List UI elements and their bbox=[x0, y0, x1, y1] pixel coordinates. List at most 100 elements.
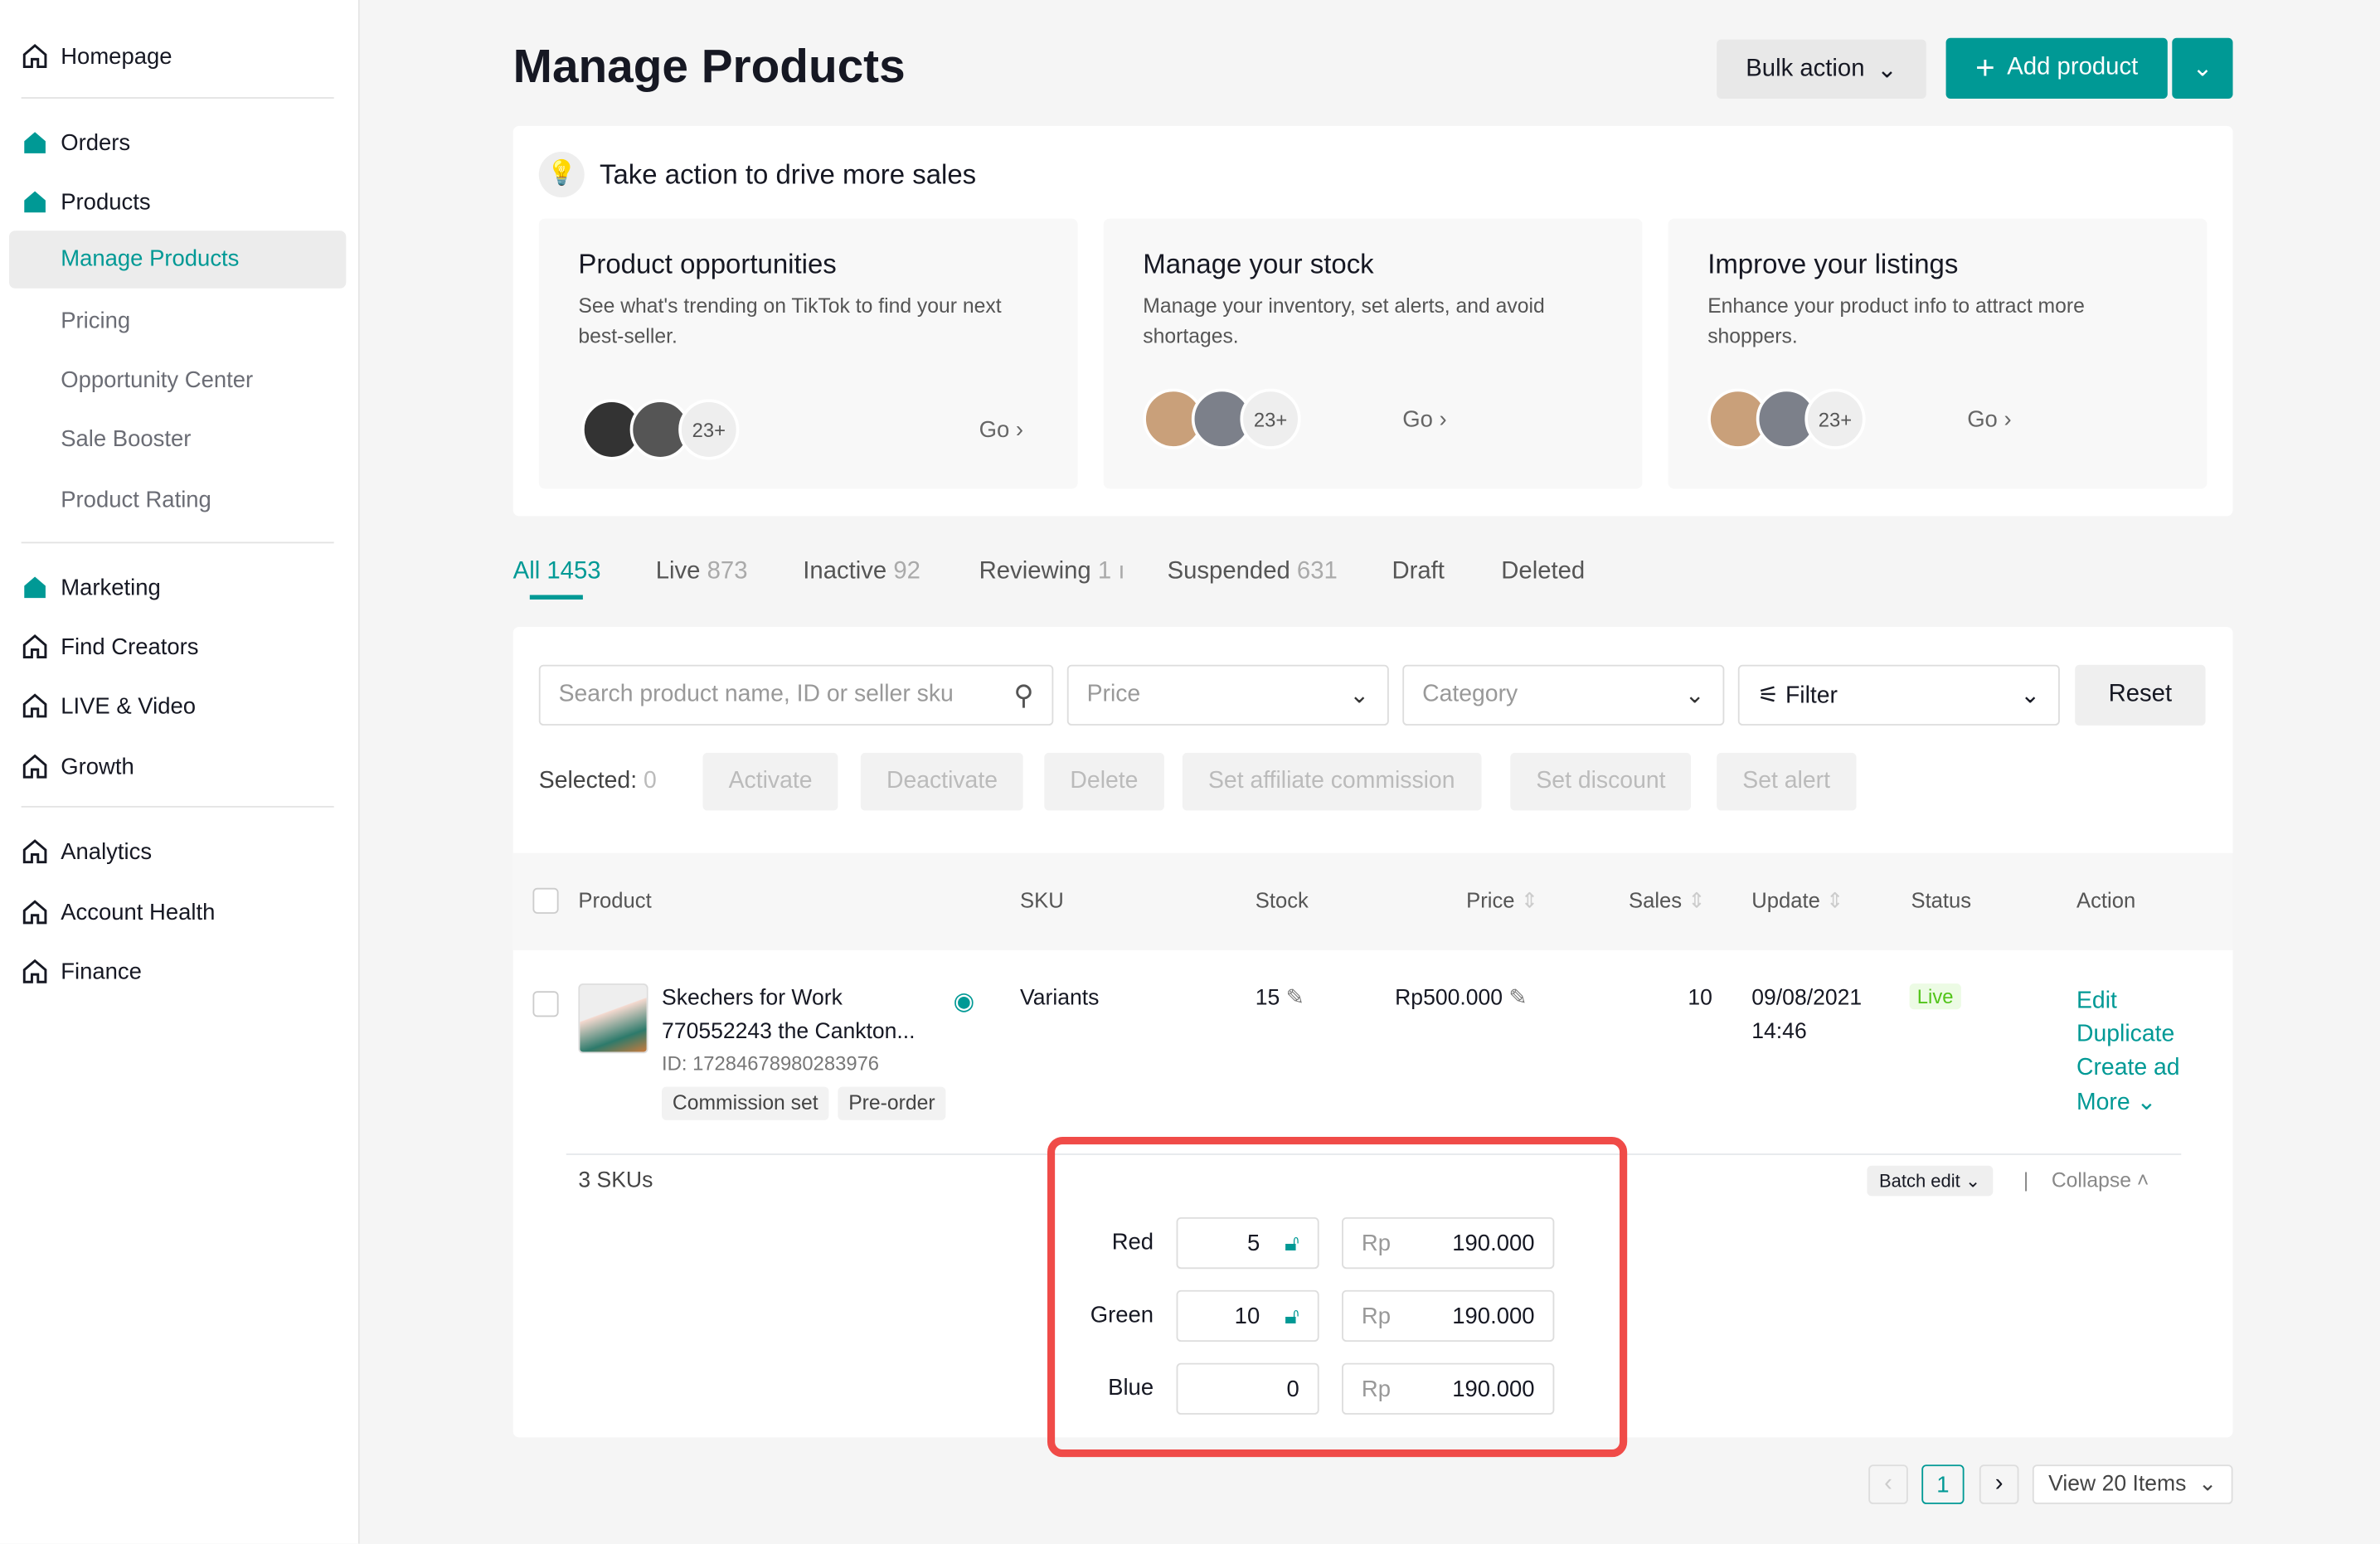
sidebar-item-homepage[interactable]: Homepage bbox=[22, 41, 172, 71]
card-product-opportunities[interactable]: Product opportunities See what's trendin… bbox=[538, 218, 1078, 489]
label: Homepage bbox=[61, 43, 172, 70]
finance-icon bbox=[22, 959, 47, 983]
select-all-checkbox[interactable] bbox=[532, 887, 559, 914]
variant-stock-input[interactable]: 0 bbox=[1176, 1362, 1319, 1415]
add-product-button[interactable]: + Add product bbox=[1945, 37, 2168, 99]
tab-all[interactable]: All 1453 bbox=[512, 558, 601, 585]
plus-icon: + bbox=[1975, 48, 1995, 87]
analytics-icon bbox=[22, 839, 47, 864]
eye-icon[interactable]: ◉ bbox=[953, 989, 975, 1016]
reset-button[interactable]: Reset bbox=[2075, 664, 2206, 726]
card-desc: See what's trending on TikTok to find yo… bbox=[578, 294, 1002, 348]
sidebar-sub-product-rating[interactable]: Product Rating bbox=[61, 487, 211, 513]
go-link[interactable]: Go › bbox=[1402, 406, 1447, 433]
go-link[interactable]: Go › bbox=[979, 417, 1024, 444]
product-name-line2[interactable]: 770552243 the Cankton... bbox=[662, 1020, 916, 1045]
sidebar-item-account-health[interactable]: Account Health bbox=[22, 897, 216, 928]
header-sku: SKU bbox=[1020, 887, 1064, 913]
set-alert-button[interactable]: Set alert bbox=[1717, 752, 1857, 811]
label: Category bbox=[1422, 681, 1518, 707]
variant-stock-input[interactable]: 5 🔓︎ bbox=[1176, 1216, 1319, 1270]
card-improve-listings[interactable]: Improve your listings Enhance your produ… bbox=[1668, 218, 2208, 489]
chevron-down-icon: ⌄ bbox=[1877, 56, 1897, 83]
sidebar-sub-opportunity-center[interactable]: Opportunity Center bbox=[61, 367, 254, 394]
card-desc: Enhance your product info to attract mor… bbox=[1707, 294, 2085, 348]
more-dropdown[interactable]: More ⌄ bbox=[2076, 1090, 2157, 1116]
duplicate-link[interactable]: Duplicate bbox=[2076, 1021, 2175, 1047]
sidebar-item-finance[interactable]: Finance bbox=[22, 956, 142, 987]
count-badge: 23+ bbox=[678, 399, 740, 460]
divider bbox=[21, 97, 334, 99]
lock-icon[interactable]: 🔓︎ bbox=[1285, 1303, 1299, 1329]
create-ad-link[interactable]: Create ad bbox=[2076, 1055, 2180, 1081]
activate-button[interactable]: Activate bbox=[702, 752, 838, 811]
card-manage-stock[interactable]: Manage your stock Manage your inventory,… bbox=[1103, 218, 1643, 489]
sweater-image bbox=[1707, 388, 1769, 449]
header-product: Product bbox=[578, 887, 652, 913]
variant-price-input[interactable]: Rp 190.000 bbox=[1342, 1289, 1555, 1343]
tab-draft[interactable]: Draft bbox=[1392, 558, 1445, 585]
sidebar-item-analytics[interactable]: Analytics bbox=[22, 837, 152, 867]
bulk-action-button[interactable]: Bulk action ⌄ bbox=[1717, 39, 1926, 99]
header-sales[interactable]: Sales ⇕ bbox=[1629, 887, 1706, 913]
product-name[interactable]: Skechers for Work bbox=[662, 986, 843, 1012]
search-input[interactable]: Search product name, ID or seller sku ⚲ bbox=[538, 664, 1054, 726]
chevron-down-icon: ⌄ bbox=[2020, 682, 2041, 708]
sidebar-item-orders[interactable]: Orders bbox=[22, 128, 131, 158]
tab-deleted[interactable]: Deleted bbox=[1501, 558, 1586, 585]
add-product-dropdown[interactable]: ⌄ bbox=[2172, 37, 2233, 99]
lock-icon[interactable]: 🔓︎ bbox=[1285, 1230, 1299, 1256]
highlight-box bbox=[1047, 1136, 1628, 1458]
tab-inactive[interactable]: Inactive 92 bbox=[803, 558, 920, 585]
label: Orders bbox=[61, 129, 131, 156]
price-value[interactable]: Rp500.000 ✎ bbox=[1395, 986, 1528, 1012]
edit-link[interactable]: Edit bbox=[2076, 988, 2117, 1014]
sidebar-item-marketing[interactable]: Marketing bbox=[22, 572, 161, 603]
label: Products bbox=[61, 188, 151, 216]
header-price[interactable]: Price ⇕ bbox=[1466, 887, 1539, 913]
category-select[interactable]: Category ⌄ bbox=[1402, 664, 1725, 726]
label: Go bbox=[979, 417, 1010, 444]
thumbs: 23+ bbox=[581, 399, 740, 460]
sidebar-sub-pricing[interactable]: Pricing bbox=[61, 308, 131, 334]
filter-select[interactable]: ⚟ Filter ⌄ bbox=[1737, 664, 2060, 726]
header-update[interactable]: Update ⇕ bbox=[1751, 887, 1844, 913]
variant-price-input[interactable]: Rp 190.000 bbox=[1342, 1216, 1555, 1270]
set-discount-button[interactable]: Set discount bbox=[1510, 752, 1692, 811]
page-size-select[interactable]: View 20 Items ⌄ bbox=[2032, 1464, 2233, 1504]
set-affiliate-commission-button[interactable]: Set affiliate commission bbox=[1182, 752, 1481, 811]
prev-page-button[interactable]: ‹ bbox=[1868, 1464, 1908, 1504]
collapse-button[interactable]: | Collapse ˄ bbox=[2023, 1168, 2149, 1192]
batch-edit-button[interactable]: Batch edit ⌄ bbox=[1867, 1165, 1993, 1197]
sort-icon: ⇕ bbox=[1688, 887, 1706, 913]
sidebar-item-live-video[interactable]: LIVE & Video bbox=[22, 691, 196, 721]
edit-icon: ✎ bbox=[1508, 986, 1528, 1012]
label: Go bbox=[1967, 406, 1998, 433]
next-page-button[interactable]: › bbox=[1979, 1464, 2019, 1504]
card-title: Product opportunities bbox=[578, 249, 837, 279]
sort-icon: ⇕ bbox=[1520, 887, 1539, 913]
variant-price-input[interactable]: Rp 190.000 bbox=[1342, 1362, 1555, 1415]
deactivate-button[interactable]: Deactivate bbox=[860, 752, 1024, 811]
divider bbox=[21, 805, 334, 808]
sku-value: Variants bbox=[1020, 986, 1100, 1012]
row-checkbox[interactable] bbox=[532, 991, 559, 1017]
sidebar-item-growth[interactable]: Growth bbox=[22, 751, 134, 782]
tab-live[interactable]: Live 873 bbox=[655, 558, 748, 585]
delete-button[interactable]: Delete bbox=[1044, 752, 1164, 811]
tab-reviewing[interactable]: Reviewing 1 ı bbox=[979, 558, 1125, 585]
page-title: Manage Products bbox=[512, 39, 906, 93]
sidebar-sub-sale-booster[interactable]: Sale Booster bbox=[61, 426, 192, 453]
tab-suspended[interactable]: Suspended 631 bbox=[1167, 558, 1338, 585]
go-link[interactable]: Go › bbox=[1967, 406, 2012, 433]
sidebar-item-find-creators[interactable]: Find Creators bbox=[22, 631, 199, 662]
variant-stock-input[interactable]: 10 🔓︎ bbox=[1176, 1289, 1319, 1343]
tab-underline bbox=[529, 595, 583, 600]
variant-name: Green bbox=[1090, 1302, 1154, 1328]
price-select[interactable]: Price ⌄ bbox=[1066, 664, 1389, 726]
label: Filter bbox=[1785, 682, 1838, 708]
stock-value[interactable]: 15 ✎ bbox=[1255, 986, 1304, 1012]
sidebar-sub-manage-products[interactable]: Manage Products bbox=[8, 231, 347, 289]
sidebar-item-products[interactable]: Products bbox=[22, 187, 151, 217]
page-1-button[interactable]: 1 bbox=[1921, 1464, 1965, 1504]
